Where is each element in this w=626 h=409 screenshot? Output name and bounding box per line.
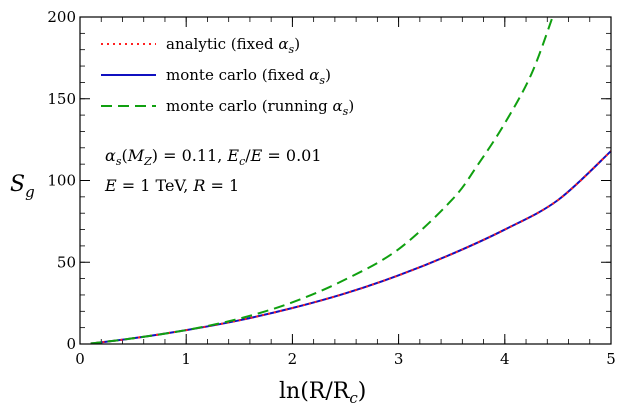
y-tick-label: 100 [47,172,76,190]
legend: analytic (fixed αs) monte carlo (fixed α… [101,35,354,118]
legend-entry-monte-carlo-fixed: monte carlo (fixed αs) [166,66,331,87]
x-tick-label: 4 [500,350,510,368]
annotation-line-energy: E = 1 TeV, R = 1 [104,176,239,195]
y-tick-label: 200 [47,8,76,26]
y-axis-label: Sg [10,172,35,201]
x-tick-label: 5 [606,350,616,368]
plot-frame [79,16,612,345]
annotation-line-coupling: αs(MZ) = 0.11, Ec/E = 0.01 [105,146,322,168]
legend-entry-analytic: analytic (fixed αs) [166,35,300,56]
y-tick-label: 50 [57,253,76,271]
series-monte-carlo-running [90,16,554,345]
x-tick-label: 1 [181,350,191,368]
x-tick-label: 3 [394,350,404,368]
x-tick-label: 2 [288,350,298,368]
x-axis-label: ln(R/Rc) [279,379,366,407]
y-tick-label: 0 [66,335,76,353]
legend-entry-monte-carlo-running: monte carlo (running αs) [166,97,354,118]
series-monte-carlo-fixed [90,150,612,345]
series-layer [90,16,612,345]
y-tick-label: 150 [47,90,76,108]
parameter-annotation: αs(MZ) = 0.11, Ec/E = 0.01 E = 1 TeV, R … [104,146,322,195]
x-tick-label: 0 [75,350,85,368]
